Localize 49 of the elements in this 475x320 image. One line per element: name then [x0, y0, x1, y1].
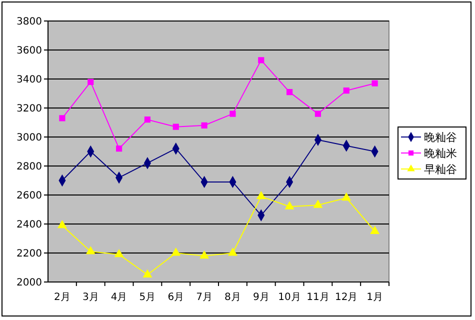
y-tick-label: 3800: [16, 16, 42, 28]
x-tick-label: 9月: [252, 292, 270, 303]
x-tick-label: 2月: [54, 292, 70, 303]
x-tick-label: 1月: [366, 292, 383, 303]
point: [256, 191, 266, 200]
x-tick-label: 10月: [278, 292, 301, 303]
x-tick-label: 11月: [306, 292, 330, 303]
point: [228, 248, 238, 256]
x-tick-label: 8月: [224, 292, 241, 303]
point: [144, 116, 151, 123]
point: [230, 110, 236, 117]
point: [88, 78, 94, 85]
point: [370, 226, 380, 234]
point: [114, 249, 124, 258]
x-tick-label: 7月: [196, 292, 212, 303]
point: [58, 220, 67, 228]
point: [342, 192, 351, 201]
y-tick-label: 2800: [16, 162, 42, 172]
point: [314, 110, 322, 117]
point: [285, 202, 294, 210]
point: [343, 88, 350, 94]
y-tick-label: 3000: [16, 132, 42, 144]
point: [286, 89, 293, 96]
point: [200, 250, 209, 259]
x-tick-label: 5月: [139, 292, 156, 303]
x-tick-label: 4月: [110, 292, 128, 303]
x-tick-label: 12月: [335, 292, 358, 303]
x-tick-label: 6月: [168, 292, 184, 303]
y-tick-label: 2400: [16, 220, 42, 230]
point: [59, 115, 66, 122]
y-tick-label: 2000: [16, 278, 42, 288]
point: [314, 200, 322, 208]
y-tick-label: 3400: [16, 74, 42, 86]
y-tick-label: 3600: [16, 46, 42, 56]
point: [258, 57, 264, 64]
y-tick-label: 2600: [16, 190, 42, 202]
y-tick-label: 3200: [16, 104, 42, 114]
point: [201, 122, 208, 128]
legend-label: 晚籼谷: [424, 130, 457, 144]
point: [116, 146, 122, 152]
point: [172, 248, 180, 256]
legend-label: 晚籼米: [424, 146, 457, 160]
x-tick-label: 3月: [82, 292, 99, 303]
point: [86, 246, 95, 254]
legend-label: 早籼谷: [424, 162, 457, 176]
point: [172, 124, 179, 130]
point: [143, 270, 152, 278]
point: [372, 80, 378, 86]
y-tick-label: 2200: [16, 248, 42, 260]
